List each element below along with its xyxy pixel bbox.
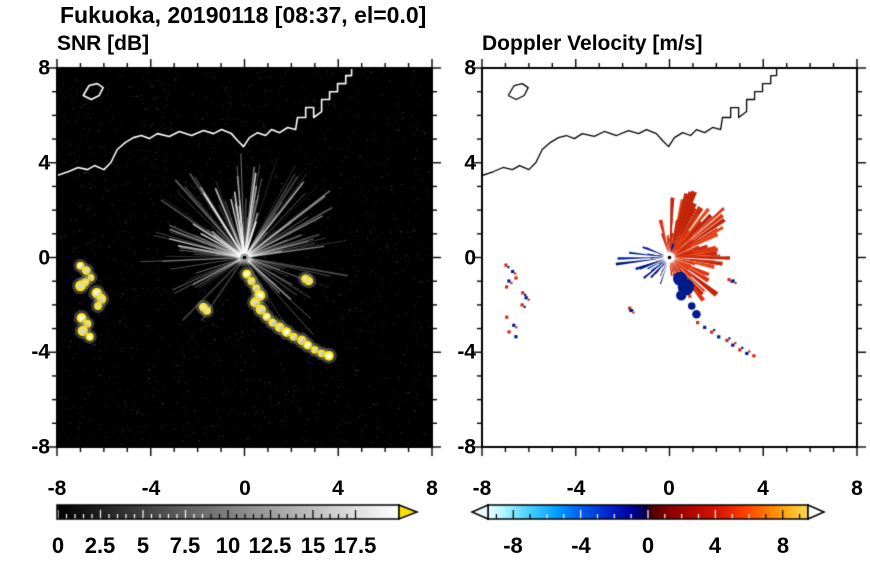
- doppler-cbar-label: 0: [641, 533, 655, 558]
- doppler-cbar-label: 4: [708, 533, 722, 558]
- doppler-xtick-label: 0: [663, 477, 675, 500]
- doppler-xtick-label: 8: [851, 477, 863, 500]
- snr-ytick-label: -4: [31, 340, 50, 364]
- snr-cbar-label: 15: [300, 533, 326, 558]
- snr-cbar-label: 5: [136, 533, 150, 558]
- snr-colorbar-canvas: [55, 502, 420, 522]
- snr-cbar-label: 2.5: [84, 533, 116, 558]
- snr-ytick-label: 8: [38, 56, 50, 80]
- doppler-ytick-label: 0: [464, 246, 476, 270]
- doppler-ytick-label: 4: [464, 151, 476, 175]
- doppler-xtick-label: -4: [566, 477, 586, 500]
- snr-cbar-label: 17.5: [333, 533, 377, 558]
- snr-cbar-label: 10: [215, 533, 241, 558]
- snr-ytick-label: 4: [38, 151, 50, 175]
- doppler-ytick-label: -8: [457, 435, 476, 459]
- snr-xtick-label: 8: [426, 477, 438, 500]
- snr-xtick-label: -4: [141, 477, 161, 500]
- doppler-panel-title: Doppler Velocity [m/s]: [482, 32, 703, 55]
- snr-ytick-label: -8: [31, 435, 50, 459]
- doppler-cbar-label: 8: [776, 533, 790, 558]
- snr-cbar-label: 12.5: [248, 533, 292, 558]
- snr-ytick-label: 0: [38, 246, 50, 270]
- doppler-ytick-label: 8: [464, 56, 476, 80]
- figure-title: Fukuoka, 20190118 [08:37, el=0.0]: [60, 2, 427, 28]
- snr-xtick-label: 0: [239, 477, 251, 500]
- doppler-ytick-label: -4: [457, 340, 476, 364]
- doppler-plot-canvas: [472, 58, 867, 457]
- snr-cbar-label: 0: [51, 533, 65, 558]
- snr-cbar-label: 7.5: [169, 533, 201, 558]
- doppler-xtick-label: -8: [472, 477, 492, 500]
- snr-xtick-label: -8: [47, 477, 67, 500]
- doppler-xtick-label: 4: [757, 477, 769, 500]
- doppler-cbar-label: -4: [571, 533, 591, 558]
- snr-xtick-label: 4: [332, 477, 344, 500]
- snr-panel-title: SNR [dB]: [57, 32, 150, 55]
- doppler-cbar-label: -8: [503, 533, 523, 558]
- doppler-colorbar-canvas: [468, 502, 828, 522]
- snr-plot-canvas: [47, 58, 442, 457]
